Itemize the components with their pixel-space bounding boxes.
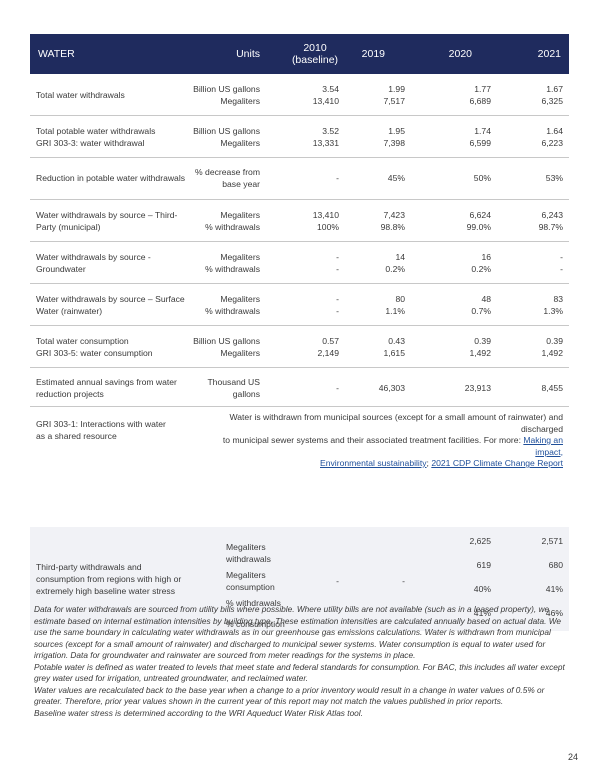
row-divider	[30, 157, 569, 158]
row-label: Total water consumption GRI 303-5: water …	[36, 336, 153, 358]
making-an-impact-link[interactable]: Making an impact,	[523, 435, 563, 457]
value-2019: 0.43 1,615	[383, 336, 405, 358]
value-2019: 14 0.2%	[385, 252, 405, 274]
row-divider	[30, 115, 569, 116]
value-2019: 80 1.1%	[385, 294, 405, 316]
row-units: Megaliters% withdrawals	[205, 210, 260, 232]
footnote: Data for water withdrawals are sourced f…	[34, 604, 562, 660]
footnote: Water values are recalculated back to th…	[34, 684, 545, 707]
value-2010: --	[336, 294, 339, 316]
value-2020: 23,913	[464, 383, 491, 393]
row-label: Reduction in potable water withdrawals	[36, 173, 186, 183]
row-divider	[30, 406, 569, 407]
value-2021: 2,571 680 41% 46%	[541, 536, 563, 618]
value-2021: 1.67 6,325	[541, 84, 563, 106]
row-label: Third-party withdrawals and consumption f…	[36, 562, 182, 596]
footnote: Baseline water stress is determined acco…	[34, 707, 363, 718]
row-label: Water withdrawals by source - Groundwater	[36, 252, 151, 274]
header-2021: 2021	[537, 48, 561, 60]
table-row-third-party: Third-party withdrawals and consumption f…	[30, 527, 569, 631]
row-units: % decrease from base year	[195, 167, 260, 189]
value-2021: 83 1.3%	[543, 294, 563, 316]
row-units: Billion US gallons Megaliters	[193, 126, 260, 148]
row-divider	[30, 325, 569, 326]
footnote: Potable water is defined as water treate…	[34, 661, 565, 684]
value-2021: 6,243 98.7%	[538, 210, 563, 232]
row-label: Total water withdrawals	[36, 90, 125, 100]
value-2010: -	[336, 576, 339, 586]
value-2020: 1.74 6,599	[469, 126, 491, 148]
environmental-sustainability-link[interactable]: Environmental sustainability	[320, 458, 427, 468]
value-2020: 6,624 99.0%	[466, 210, 491, 232]
footnotes: Data for water withdrawals are sourced f…	[34, 604, 569, 719]
value-2019: -	[402, 576, 405, 586]
value-2010: 3.54 13,410	[312, 84, 339, 106]
row-units: Megaliters% withdrawals	[205, 294, 260, 316]
row-label: Water withdrawals by source – Surface Wat…	[36, 294, 185, 316]
value-2020: 1.77 6,689	[469, 84, 491, 106]
value-2021: 0.39 1,492	[541, 336, 563, 358]
value-2010: --	[336, 252, 339, 274]
value-2019: 1.95 7,398	[383, 126, 405, 148]
header-2019: 2019	[361, 48, 385, 60]
header-units: Units	[236, 48, 260, 60]
row-divider	[30, 241, 569, 242]
value-2019: 46,303	[378, 383, 405, 393]
row-label: Estimated annual savings from water reduc…	[36, 377, 177, 399]
value-2020: 50%	[473, 173, 491, 183]
gri-303-1-note: Water is withdrawn from municipal source…	[222, 412, 563, 468]
header-2020: 2020	[448, 48, 472, 60]
table-header: WATER Units 2010 (baseline) 2019 2020 202…	[30, 34, 569, 74]
row-units: Megaliters% withdrawals	[205, 252, 260, 274]
header-water: WATER	[38, 48, 75, 60]
value-2020: 0.39 1,492	[469, 336, 491, 358]
header-2010: 2010 (baseline)	[291, 42, 339, 66]
page-number: 24	[567, 752, 578, 762]
value-2010: -	[336, 173, 339, 183]
row-divider	[30, 367, 569, 368]
cdp-climate-change-report-link[interactable]: 2021 CDP Climate Change Report	[431, 458, 563, 468]
value-2010: 0.57 2,149	[317, 336, 339, 358]
row-label: Water withdrawals by source – Third- Part…	[36, 210, 178, 232]
value-2019: 7,423 98.8%	[380, 210, 405, 232]
row-label: GRI 303-1: Interactions with water as a s…	[36, 419, 166, 441]
value-2021: 53%	[545, 173, 563, 183]
value-2021: 1.64 6,223	[541, 126, 563, 148]
value-2021: --	[560, 252, 563, 274]
value-2010: 3.52 13,331	[312, 126, 339, 148]
value-2020: 2,625 619 40% 41%	[469, 536, 491, 618]
value-2019: 1.99 7,517	[383, 84, 405, 106]
row-units: Thousand US gallons	[207, 377, 260, 399]
row-units: Megaliters withdrawals Megaliters consum…	[226, 542, 285, 629]
row-units: Billion US gallons Megaliters	[193, 336, 260, 358]
value-2020: 16 0.2%	[471, 252, 491, 274]
row-divider	[30, 199, 569, 200]
value-2010: 13,410 100%	[312, 210, 339, 232]
value-2021: 8,455	[541, 383, 563, 393]
value-2010: -	[336, 383, 339, 393]
value-2020: 48 0.7%	[471, 294, 491, 316]
value-2019: 45%	[387, 173, 405, 183]
row-label: Total potable water withdrawals GRI 303-3…	[36, 126, 156, 148]
row-divider	[30, 283, 569, 284]
row-units: Billion US gallons Megaliters	[193, 84, 260, 106]
